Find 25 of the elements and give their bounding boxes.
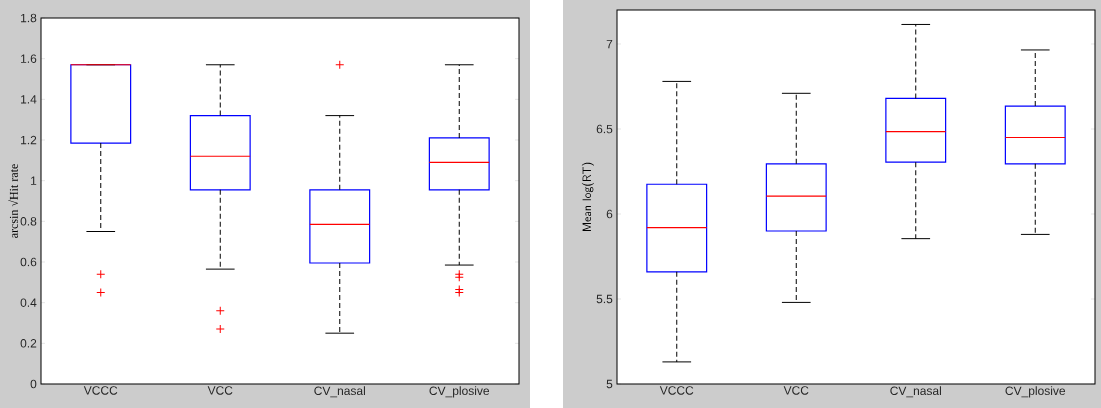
x-tick-label: VCCC [659, 386, 694, 395]
y-tick-label: 0.6 [20, 257, 37, 267]
x-tick-label: CV_plosive [429, 386, 490, 398]
x-tick-label: CV_nasal [890, 386, 941, 398]
y-tick-label: 7 [606, 39, 613, 49]
x-tick-label: CV_plosive [1005, 386, 1066, 398]
y-tick-label: 1.8 [21, 13, 37, 23]
y-tick-label: 0.8 [20, 217, 37, 226]
y-axis-title: arcsin √Hit rate [8, 164, 18, 238]
y-tick-label: 5 [606, 379, 613, 389]
y-tick-label: 1 [31, 176, 37, 185]
y-tick-label: 1.6 [21, 54, 37, 63]
y-tick-label: 1.4 [21, 95, 37, 104]
y-tick-label: 1.2 [21, 135, 37, 145]
y-tick-label: 0.4 [20, 298, 37, 307]
y-tick-label: 6.5 [596, 124, 613, 134]
y-tick-label: 0.2 [20, 339, 37, 348]
y-tick-label: 0 [30, 379, 37, 389]
y-tick-label: 5.5 [596, 294, 613, 304]
y-tick-label: 6 [606, 209, 613, 219]
x-tick-label: VCC [783, 386, 809, 395]
x-tick-label: CV_nasal [314, 386, 365, 398]
x-tick-label: VCC [207, 386, 233, 395]
x-tick-label: VCCC [83, 386, 118, 395]
y-axis-title: Mean log(RT) [581, 162, 594, 231]
